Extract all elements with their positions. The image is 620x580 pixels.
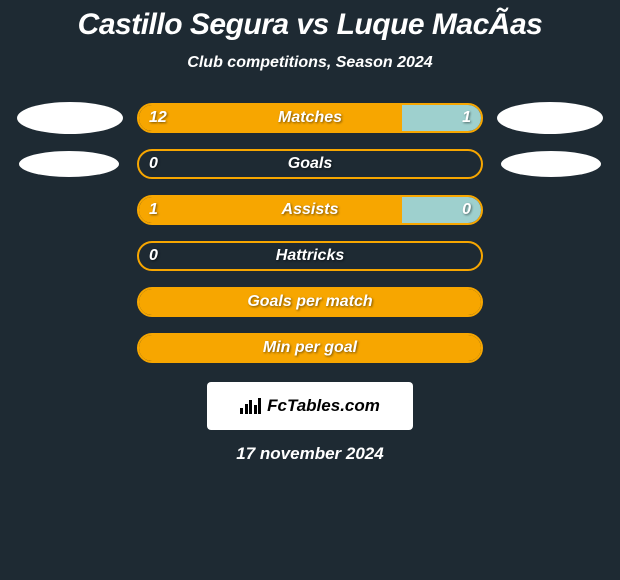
stat-value-right: 0 xyxy=(462,201,471,219)
comparison-infographic: Castillo Segura vs Luque MacÃ­as Club co… xyxy=(0,0,620,464)
stat-row: 0 Hattricks xyxy=(0,240,620,272)
stat-label: Goals per match xyxy=(247,293,372,311)
bars-icon xyxy=(240,398,261,414)
stat-value-left: 0 xyxy=(149,155,158,173)
page-subtitle: Club competitions, Season 2024 xyxy=(0,54,620,72)
stat-label: Matches xyxy=(278,109,342,127)
stat-bar: 0 Hattricks xyxy=(137,241,483,271)
stat-bar: 1 0 Assists xyxy=(137,195,483,225)
site-logo-text: FcTables.com xyxy=(240,396,380,416)
stat-row: 1 0 Assists xyxy=(0,194,620,226)
player-right-avatar xyxy=(501,151,601,177)
date-line: 17 november 2024 xyxy=(0,444,620,464)
player-right-avatar xyxy=(497,102,603,134)
stat-label: Goals xyxy=(288,155,332,173)
bar-left-fill xyxy=(139,197,402,223)
stat-row: 0 Goals xyxy=(0,148,620,180)
player-left-avatar xyxy=(17,102,123,134)
stat-label: Hattricks xyxy=(276,247,344,265)
stat-bar: 0 Goals xyxy=(137,149,483,179)
page-title: Castillo Segura vs Luque MacÃ­as xyxy=(0,8,620,42)
player-left-avatar xyxy=(19,151,119,177)
stat-row: Min per goal xyxy=(0,332,620,364)
site-name: FcTables.com xyxy=(267,396,380,416)
bar-left-fill xyxy=(139,105,402,131)
stat-bar: Goals per match xyxy=(137,287,483,317)
stat-row: 12 1 Matches xyxy=(0,102,620,134)
site-logo: FcTables.com xyxy=(207,382,413,430)
stat-value-left: 12 xyxy=(149,109,167,127)
stats-block: 12 1 Matches 0 Goals 1 0 Assists 0 Hattricks Goals… xyxy=(0,102,620,364)
stat-bar: 12 1 Matches xyxy=(137,103,483,133)
stat-label: Min per goal xyxy=(263,339,357,357)
stat-value-left: 0 xyxy=(149,247,158,265)
stat-value-left: 1 xyxy=(149,201,158,219)
stat-row: Goals per match xyxy=(0,286,620,318)
stat-label: Assists xyxy=(282,201,339,219)
stat-bar: Min per goal xyxy=(137,333,483,363)
stat-value-right: 1 xyxy=(462,109,471,127)
